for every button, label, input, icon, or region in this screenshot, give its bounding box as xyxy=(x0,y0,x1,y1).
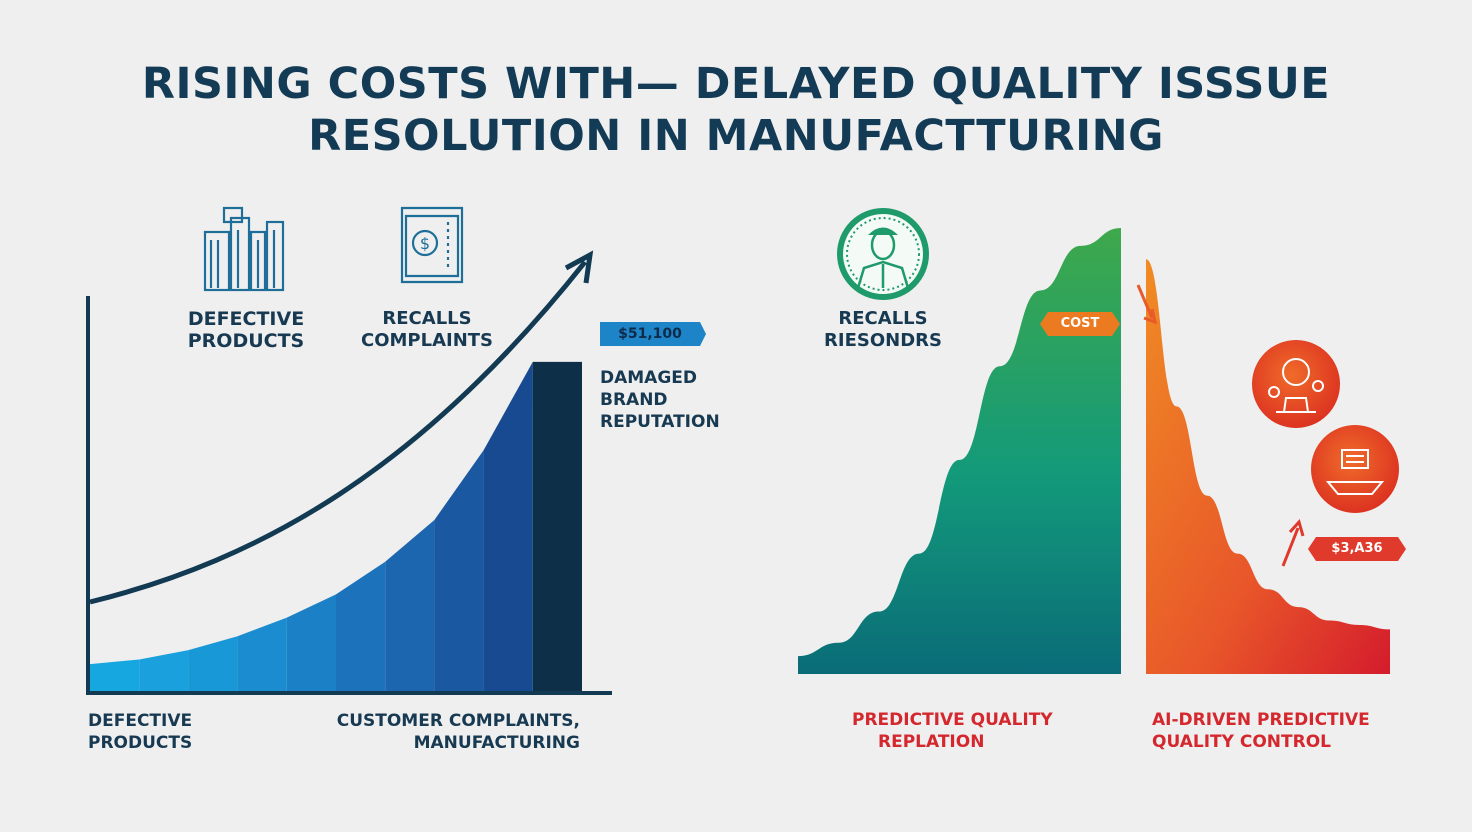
left-bottom-left-label: DEFECTIVE PRODUCTS xyxy=(88,710,192,754)
left-area-segment xyxy=(90,659,140,692)
left-area-segment xyxy=(188,636,238,692)
page-title: RISING COSTS WITH— DELAYED QUALITY ISSSU… xyxy=(0,58,1472,162)
up-arrow-icon xyxy=(1281,518,1305,567)
left-area-segment xyxy=(336,561,386,692)
left-bottom-right-label: CUSTOMER COMPLAINTS, MANUFACTURING xyxy=(330,710,580,754)
right-bottom-left-line-1: PREDICTIVE QUALITY xyxy=(852,710,1053,730)
meeting-icon xyxy=(1252,340,1340,428)
left-area-segment xyxy=(532,361,582,692)
right-bottom-right-line-1: AI-DRIVEN PREDICTIVE xyxy=(1152,710,1370,730)
right-price-tag: $3,A36 xyxy=(1331,541,1383,556)
left-bottom-right-line-1: CUSTOMER COMPLAINTS, xyxy=(336,711,580,731)
damaged-brand-label: DAMAGED BRAND REPUTATION xyxy=(600,367,720,433)
title-line-1: RISING COSTS WITH— DELAYED QUALITY ISSSU… xyxy=(141,59,1331,109)
avatar-label-line-1: RECALLS xyxy=(838,308,928,329)
left-price-tag: $51,100 xyxy=(618,326,682,342)
right-bottom-right-line-2: QUALITY CONTROL xyxy=(1152,732,1331,752)
left-icon-label-1-line-2: PRODUCTS xyxy=(187,330,305,352)
cost-tag-shape xyxy=(1040,312,1120,336)
left-icon-label-2-line-2: COMPLAINTS xyxy=(360,330,494,351)
damaged-brand-line-3: REPUTATION xyxy=(600,412,720,432)
left-area-segment xyxy=(286,594,336,692)
laptop-team-icon xyxy=(1311,425,1399,513)
avatar-label: RECALLS RIESONDRS xyxy=(818,308,948,352)
left-area-segment xyxy=(139,650,189,692)
right-green-area xyxy=(798,228,1121,674)
left-icon-label-2: RECALLS COMPLAINTS xyxy=(360,308,494,352)
left-bottom-left-line-2: PRODUCTS xyxy=(88,733,193,753)
left-bottom-left-line-1: DEFECTIVE xyxy=(88,711,193,731)
left-area-segment xyxy=(385,519,435,692)
left-price-tag-shape xyxy=(600,322,706,346)
dollar-document-icon: $ xyxy=(400,206,464,284)
left-bottom-right-line-2: MANUFACTURING xyxy=(413,733,580,753)
title-line-2: RESOLUTION IN MANUFACTTURING xyxy=(308,111,1164,161)
right-bottom-left-label: PREDICTIVE QUALITY REPLATION xyxy=(852,709,1053,753)
right-bottom-left-line-2: REPLATION xyxy=(878,732,985,752)
right-bottom-right-label: AI-DRIVEN PREDICTIVE QUALITY CONTROL xyxy=(1152,709,1370,753)
damaged-brand-line-2: BRAND xyxy=(600,390,668,410)
damaged-brand-line-1: DAMAGED xyxy=(600,368,698,388)
left-icon-label-2-line-1: RECALLS xyxy=(382,308,472,329)
left-icon-label-1: DEFECTIVE PRODUCTS xyxy=(178,308,314,352)
right-price-tag-shape xyxy=(1308,537,1406,561)
svg-text:$: $ xyxy=(420,234,430,253)
right-orange-area xyxy=(1146,259,1390,674)
left-trend-arrow-head xyxy=(564,250,594,284)
left-area-segment xyxy=(483,361,533,692)
cost-tag: COST xyxy=(1060,316,1100,331)
left-area-segment xyxy=(237,617,287,692)
businessman-icon xyxy=(837,208,929,300)
left-area-bars xyxy=(90,361,582,692)
avatar-label-line-2: RIESONDRS xyxy=(824,330,942,351)
left-trend-arrow-line xyxy=(89,260,587,605)
down-arrow-icon xyxy=(1136,284,1158,325)
factory-products-icon xyxy=(203,206,285,292)
left-icon-label-1-line-1: DEFECTIVE xyxy=(187,308,305,330)
left-area-segment xyxy=(434,450,484,692)
